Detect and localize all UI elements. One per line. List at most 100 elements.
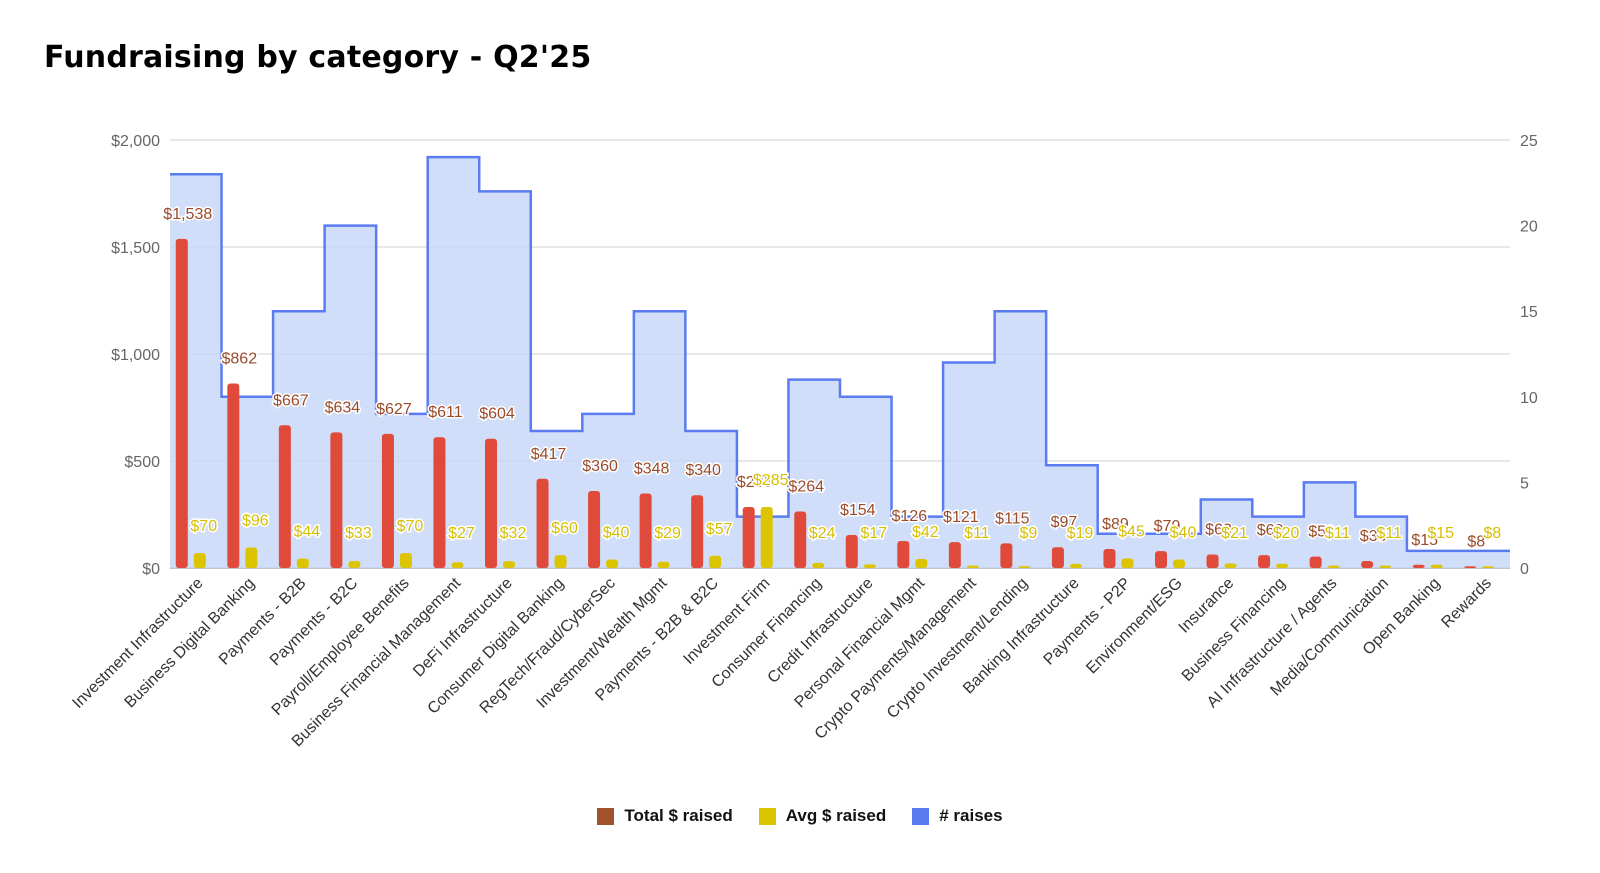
bar-avg-raised	[1121, 558, 1134, 568]
bar-total-raised	[1309, 556, 1322, 568]
bar-total-raised	[948, 542, 961, 568]
bar-avg-raised	[709, 555, 722, 568]
bar-avg-raised	[348, 560, 361, 568]
bar-avg-raised	[657, 561, 670, 568]
bar-avg-raised	[193, 553, 206, 568]
bar-total-raised	[1412, 564, 1425, 568]
bar-total-raised	[175, 238, 188, 569]
bar-total-raised	[897, 541, 910, 568]
data-label-total: $348	[634, 461, 670, 478]
y2-axis-tick-label: 15	[1520, 304, 1538, 321]
bar-total-raised	[1155, 551, 1167, 568]
data-label-avg: $17	[860, 525, 887, 542]
bar-total-raised	[1258, 555, 1271, 568]
bar-avg-raised	[451, 562, 464, 568]
x-axis-tick-label: Environment/ESG	[1083, 575, 1186, 678]
chart-title: Fundraising by category - Q2'25	[44, 40, 592, 75]
bar-total-raised	[433, 437, 446, 568]
bar-avg-raised	[915, 559, 928, 568]
y2-axis-tick-label: 10	[1520, 390, 1538, 407]
data-label-avg: $11	[964, 525, 990, 542]
data-label-avg: $15	[1427, 525, 1454, 542]
data-label-total: $154	[840, 502, 876, 519]
data-label-total: $126	[892, 508, 928, 525]
legend-swatch-total	[597, 807, 615, 825]
data-label-avg: $60	[551, 520, 578, 537]
data-label-total: $604	[479, 406, 515, 423]
legend-item-total[interactable]: Total $ raised	[597, 806, 733, 826]
data-label-avg: $11	[1325, 525, 1351, 542]
bar-avg-raised	[606, 559, 619, 568]
data-label-total: $264	[788, 479, 824, 496]
y2-axis-tick-label: 25	[1520, 133, 1538, 150]
data-label-total: $53	[1308, 524, 1335, 541]
bar-total-raised	[1103, 548, 1116, 568]
y2-axis-tick-label: 5	[1520, 475, 1529, 492]
x-axis-tick-label: Payments - B2C	[267, 575, 361, 669]
bar-total-raised	[1000, 543, 1013, 568]
x-axis-tick-label: Rewards	[1438, 575, 1495, 632]
x-axis-tick-label: Payments - B2B	[216, 575, 310, 669]
data-label-total: $862	[222, 351, 258, 368]
bar-avg-raised	[812, 562, 825, 568]
data-label-avg: $45	[1118, 523, 1145, 540]
bar-avg-raised	[503, 561, 515, 568]
bar-avg-raised	[1327, 565, 1340, 568]
data-label-avg: $40	[1170, 524, 1197, 541]
bar-total-raised	[536, 478, 549, 568]
legend-label-raises: # raises	[939, 806, 1003, 825]
legend-item-avg[interactable]: Avg $ raised	[758, 806, 887, 826]
data-label-total: $667	[273, 392, 309, 409]
chart-legend: Total $ raised Avg $ raised # raises	[0, 806, 1600, 826]
bar-total-raised	[278, 425, 291, 568]
legend-item-raises[interactable]: # raises	[912, 806, 1003, 826]
data-label-avg: $40	[603, 524, 630, 541]
bar-total-raised	[794, 511, 807, 568]
y-axis-tick-label: $1,500	[111, 240, 160, 257]
data-label-total: $79	[1154, 518, 1181, 535]
y-axis-tick-label: $1,000	[111, 347, 160, 364]
bar-avg-raised	[863, 564, 876, 568]
data-label-total: $121	[943, 509, 979, 526]
legend-swatch-avg	[758, 807, 776, 825]
data-label-total: $63	[1205, 522, 1232, 539]
bar-total-raised	[1051, 547, 1064, 568]
data-label-avg: $33	[345, 525, 372, 542]
bar-avg-raised	[245, 547, 258, 568]
data-label-total: $8	[1467, 533, 1485, 550]
bar-total-raised	[588, 490, 601, 568]
bar-total-raised	[330, 432, 343, 568]
bar-total-raised	[742, 507, 755, 568]
data-label-total: $115	[995, 510, 1030, 527]
data-label-avg: $70	[397, 518, 424, 535]
bar-total-raised	[381, 433, 394, 568]
data-label-avg: $20	[1273, 525, 1300, 542]
bar-avg-raised	[1482, 566, 1495, 568]
data-label-avg: $285	[753, 472, 789, 489]
data-label-avg: $8	[1483, 525, 1501, 542]
y2-axis-tick-label: 0	[1520, 561, 1529, 578]
data-label-avg: $42	[912, 524, 939, 541]
bar-avg-raised	[1276, 563, 1289, 568]
bar-total-raised	[1206, 554, 1219, 568]
data-label-total: $33	[1360, 528, 1387, 545]
raises-area	[170, 157, 1510, 568]
bar-avg-raised	[1430, 564, 1443, 568]
legend-label-total: Total $ raised	[624, 806, 733, 825]
data-label-avg: $11	[1376, 525, 1402, 542]
bar-avg-raised	[1069, 563, 1082, 568]
bar-total-raised	[691, 495, 704, 568]
data-label-total: $417	[531, 446, 567, 463]
x-axis-tick-label: Investment Firm	[680, 575, 773, 668]
data-label-total: $285	[737, 474, 773, 491]
data-label-total: $627	[376, 401, 412, 418]
data-label-avg: $57	[706, 521, 733, 538]
data-label-avg: $70	[190, 518, 217, 535]
bar-total-raised	[1361, 560, 1374, 568]
data-label-avg: $44	[293, 524, 320, 541]
data-label-total: $97	[1051, 514, 1078, 531]
y-axis-tick-label: $0	[142, 561, 160, 578]
legend-label-avg: Avg $ raised	[785, 806, 887, 825]
bar-avg-raised	[554, 555, 567, 568]
data-label-total: $634	[325, 399, 361, 416]
